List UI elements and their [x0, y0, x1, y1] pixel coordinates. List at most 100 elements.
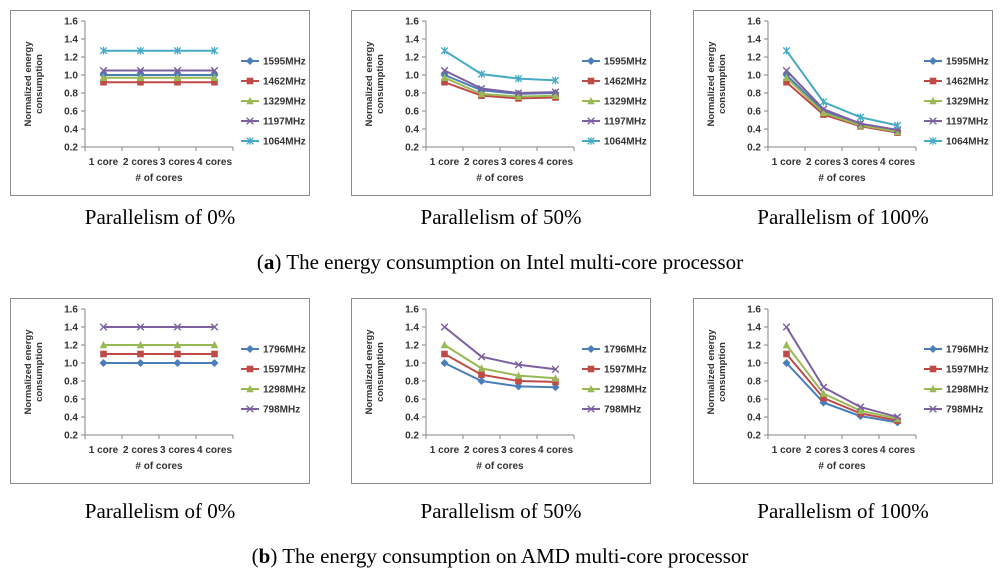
x-tick-label: 4 cores	[880, 157, 915, 168]
x-tick-label: 3 cores	[843, 445, 878, 456]
x-tick-label: 2 cores	[464, 445, 499, 456]
legend-item: 1197MHz	[241, 117, 305, 128]
legend-marker	[587, 137, 595, 145]
data-point	[893, 121, 902, 130]
data-point	[173, 73, 182, 81]
y-tick-label: 0.4	[405, 413, 419, 424]
data-point	[173, 46, 182, 55]
y-tick-label: 1.6	[405, 305, 419, 316]
x-tick-label: 2 cores	[123, 445, 158, 456]
y-tick-label: 0.2	[747, 143, 761, 154]
legend: 1595MHz 1462MHz 1329MHz 1197MHz 1064MHz	[241, 57, 306, 148]
y-axis-label-line: Normalized energy	[23, 329, 34, 415]
data-point	[440, 73, 449, 81]
legend-item: 1064MHz	[241, 137, 306, 148]
data-point	[856, 406, 865, 414]
legend-marker	[587, 77, 595, 85]
data-point	[99, 66, 108, 75]
data-point	[514, 89, 523, 97]
chart-intel-parallelism-100: Normalized energyconsumption 0.2 0.4 0.6 0.8…	[706, 17, 989, 185]
chart-amd-parallelism-50: Normalized energyconsumption 0.2 0.4 0.6 0.8…	[364, 305, 647, 473]
legend-label: 1064MHz	[263, 137, 306, 148]
x-tick-label: 4 cores	[197, 445, 232, 456]
series-line	[443, 344, 556, 380]
series-1329MHz	[440, 73, 560, 100]
legend-item: 1298MHz	[241, 385, 306, 396]
y-tick-label: 1.6	[64, 305, 78, 316]
y-tick-label: 0.4	[64, 413, 78, 424]
data-point	[514, 361, 523, 369]
series-798MHz	[782, 323, 902, 421]
series-1197MHz	[99, 66, 219, 75]
x-tick-label: 2 cores	[806, 445, 841, 456]
data-point	[100, 78, 107, 86]
legend-item: 1597MHz	[924, 365, 989, 376]
legend-item: 1329MHz	[582, 97, 647, 108]
x-axis-label: # of cores	[818, 173, 866, 184]
legend-item: 1796MHz	[924, 345, 989, 356]
data-point	[783, 350, 790, 358]
y-tick-label: 1.4	[747, 323, 761, 334]
data-point	[819, 108, 828, 117]
legend-marker	[246, 365, 254, 373]
y-tick-label: 1.2	[64, 53, 78, 64]
data-point	[174, 350, 181, 358]
data-point	[440, 323, 449, 331]
data-point	[819, 389, 828, 397]
legend-label: 798MHz	[604, 405, 641, 416]
data-point	[477, 377, 486, 385]
y-axis-label-line: consumption	[717, 54, 728, 114]
series-1329MHz	[99, 73, 219, 81]
series-line	[785, 326, 898, 418]
data-point	[440, 66, 449, 75]
legend-label: 1597MHz	[604, 365, 647, 376]
y-tick-label: 1.0	[747, 359, 761, 370]
legend-label: 1298MHz	[263, 385, 306, 396]
x-tick-label: 2 cores	[464, 157, 499, 168]
chart-intel-parallelism-50: Normalized energyconsumption 0.2 0.4 0.6 0.8…	[364, 17, 647, 185]
row-caption-b: (b) The energy consumption on AMD multi-…	[251, 544, 749, 568]
data-point	[552, 378, 559, 386]
data-point	[514, 382, 523, 391]
x-tick-label: 4 cores	[538, 157, 573, 168]
y-tick-label: 1.4	[64, 323, 78, 334]
data-point	[782, 359, 791, 367]
y-axis-label-line: Normalized energy	[364, 41, 375, 127]
legend-label: 1796MHz	[946, 345, 989, 356]
legend-marker	[246, 96, 254, 105]
series-line	[444, 81, 556, 100]
data-point	[477, 89, 486, 98]
y-axis-label-line: Normalized energy	[706, 329, 717, 415]
data-point	[820, 394, 827, 402]
legend-item: 1064MHz	[924, 137, 989, 148]
legend: 1595MHz 1462MHz 1329MHz 1197MHz 1064MHz	[924, 57, 989, 148]
data-point	[819, 383, 828, 392]
x-tick-label: 1 core	[430, 445, 460, 456]
series-798MHz	[99, 323, 219, 331]
legend-marker	[929, 384, 937, 393]
legend-item: 1796MHz	[241, 345, 306, 356]
y-tick-label: 0.4	[747, 125, 761, 136]
series-1197MHz	[440, 66, 560, 97]
data-point	[136, 66, 145, 75]
subcaption-intel-0: Parallelism of 0%	[84, 205, 236, 229]
data-point	[477, 352, 486, 361]
data-point	[210, 359, 219, 367]
data-point	[514, 74, 523, 83]
y-tick-label: 1.0	[405, 359, 419, 370]
series-1597MHz	[100, 350, 218, 358]
series-line	[785, 362, 898, 424]
legend-marker	[929, 405, 937, 413]
y-tick-label: 1.2	[405, 341, 419, 352]
x-axis-label: # of cores	[476, 173, 524, 184]
y-tick-label: 0.6	[747, 395, 761, 406]
legend-label: 1796MHz	[604, 345, 647, 356]
series-line	[444, 362, 556, 389]
x-tick-label: 3 cores	[160, 157, 195, 168]
y-tick-label: 1.6	[747, 17, 761, 28]
legend-label: 1462MHz	[263, 77, 306, 88]
legend-item: 1197MHz	[582, 117, 646, 128]
series-1064MHz	[782, 46, 902, 130]
legend-marker	[587, 405, 595, 413]
subcaption-amd-0: Parallelism of 0%	[84, 499, 236, 523]
